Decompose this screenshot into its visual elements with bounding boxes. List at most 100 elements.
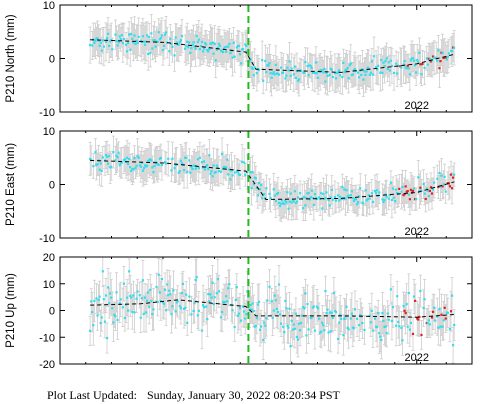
data-point	[300, 69, 303, 73]
data-point	[286, 324, 289, 327]
error-bars	[88, 135, 456, 222]
data-point	[202, 47, 206, 50]
data-point	[171, 305, 174, 308]
data-point	[215, 48, 218, 51]
data-point	[142, 40, 146, 43]
data-point	[171, 157, 174, 160]
data-point	[381, 198, 384, 201]
data-point	[307, 191, 310, 195]
data-point	[272, 188, 275, 191]
data-point	[95, 297, 98, 300]
data-point	[160, 34, 163, 37]
data-point	[207, 167, 210, 170]
data-point	[333, 195, 337, 199]
data-point	[423, 66, 426, 70]
data-point	[274, 200, 277, 203]
data-point	[109, 40, 112, 43]
data-point	[303, 71, 306, 74]
data-point	[390, 319, 394, 323]
data-point	[146, 34, 149, 37]
data-point	[293, 65, 296, 68]
data-point	[265, 317, 268, 320]
data-point	[174, 36, 177, 39]
x-tick-label: 2022	[404, 100, 428, 112]
data-point	[150, 159, 153, 162]
data-point	[283, 331, 286, 334]
data-point	[246, 171, 249, 174]
data-point	[306, 64, 309, 68]
data-point	[243, 161, 246, 164]
data-point	[232, 41, 235, 44]
recent-data-point	[444, 56, 447, 59]
data-point	[364, 189, 367, 192]
data-point	[92, 324, 95, 327]
data-point	[339, 195, 342, 198]
data-point	[291, 198, 294, 201]
data-point	[287, 69, 290, 72]
data-point	[225, 295, 228, 298]
data-point	[314, 61, 318, 64]
data-point	[395, 188, 398, 191]
data-point	[318, 196, 321, 199]
data-point	[125, 156, 129, 159]
data-point	[149, 158, 152, 161]
data-point	[211, 281, 214, 284]
data-point	[301, 197, 304, 200]
data-point	[173, 54, 176, 57]
data-point	[342, 333, 345, 337]
data-point	[273, 194, 276, 197]
data-point	[313, 193, 316, 196]
data-point	[436, 315, 439, 318]
error-bars	[88, 13, 456, 97]
data-point	[346, 326, 349, 329]
data-point	[327, 331, 330, 334]
data-point	[213, 296, 216, 299]
data-point	[371, 329, 375, 332]
data-point	[134, 166, 137, 169]
data-point	[439, 185, 442, 188]
data-point	[255, 186, 258, 190]
data-point	[269, 72, 272, 75]
data-point	[395, 62, 398, 65]
data-point	[338, 199, 341, 202]
data-point	[341, 185, 344, 189]
data-point	[384, 325, 387, 328]
data-point	[294, 76, 297, 79]
data-point	[280, 322, 283, 325]
data-point	[125, 50, 129, 53]
data-point	[191, 167, 194, 171]
data-point	[178, 305, 181, 308]
data-point	[152, 171, 155, 174]
data-point	[154, 45, 157, 48]
data-point	[249, 58, 252, 61]
data-point	[231, 56, 234, 59]
data-point	[325, 71, 328, 74]
data-point	[329, 330, 332, 333]
data-point	[293, 327, 296, 330]
data-point	[142, 166, 146, 170]
data-point	[368, 314, 371, 317]
data-point	[391, 306, 395, 309]
data-point	[132, 168, 135, 171]
data-point	[303, 307, 306, 310]
data-point	[353, 308, 357, 311]
data-point	[112, 321, 115, 324]
data-point	[441, 325, 444, 328]
data-point	[442, 319, 445, 322]
data-point	[129, 48, 132, 51]
data-point	[338, 321, 341, 324]
data-point	[311, 196, 314, 200]
data-point	[423, 192, 426, 195]
data-point	[165, 162, 168, 165]
data-point	[180, 34, 184, 38]
data-point	[361, 321, 364, 325]
data-point	[433, 306, 436, 309]
data-point	[194, 167, 197, 170]
data-point	[328, 73, 331, 76]
recent-data-point	[450, 187, 454, 190]
data-point	[192, 309, 195, 313]
data-point	[192, 41, 195, 44]
data-point	[216, 278, 219, 281]
data-point	[438, 307, 441, 311]
recent-data-point	[406, 64, 409, 67]
